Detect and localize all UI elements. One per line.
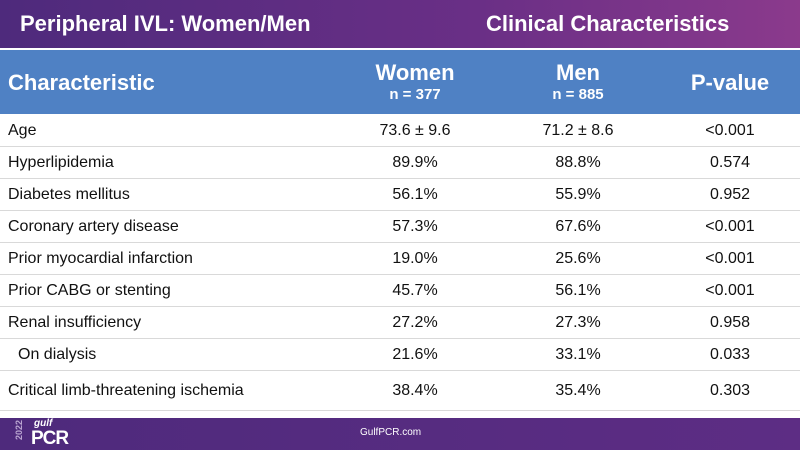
cell-value: <0.001	[705, 121, 755, 139]
row-label: Prior myocardial infarction	[8, 249, 193, 267]
table-row: Renal insufficiency 27.2% 27.3% 0.958	[0, 307, 800, 339]
row-label: Coronary artery disease	[8, 217, 179, 235]
column-header: Men n = 885	[498, 60, 658, 103]
row-label: Hyperlipidemia	[8, 153, 114, 171]
column-label: P-value	[690, 70, 770, 95]
cell-value: 27.3%	[555, 313, 601, 331]
table-row: Prior myocardial infarction 19.0% 25.6% <0.…	[0, 243, 800, 275]
row-label: Age	[8, 121, 37, 139]
table-row: Prior CABG or stenting 45.7% 56.1% <0.001	[0, 275, 800, 307]
cell-value: 56.1%	[392, 185, 438, 203]
cell-value: 25.6%	[555, 249, 601, 267]
cell-value: 38.4%	[392, 381, 438, 399]
cell-value: 19.0%	[392, 249, 438, 267]
logo-brand: gulf	[34, 418, 53, 429]
table-header: Characteristic Women n = 377 Men n = 885 P-va…	[0, 50, 800, 114]
cell-value: <0.001	[705, 249, 755, 267]
row-label: Diabetes mellitus	[8, 185, 130, 203]
column-n: n = 377	[389, 86, 441, 103]
cell-value: 67.6%	[555, 217, 601, 235]
footer-url: GulfPCR.com	[360, 427, 422, 438]
slide-subtitle: Clinical Characteristics	[486, 11, 730, 36]
slide-title: Peripheral IVL: Women/Men	[20, 11, 311, 36]
cell-value: 73.6 ± 9.6	[379, 121, 451, 139]
title-bar: Peripheral IVL: Women/Men Clinical Chara…	[0, 0, 800, 48]
cell-value: 35.4%	[555, 381, 601, 399]
cell-value: 89.9%	[392, 153, 438, 171]
column-label: Characteristic	[8, 70, 155, 95]
row-label: On dialysis	[18, 345, 97, 363]
column-header: Characteristic	[8, 70, 155, 96]
table-row: Critical limb-threatening ischemia 38.4% 3…	[0, 371, 800, 411]
cell-value: 45.7%	[392, 281, 438, 299]
cell-value: <0.001	[705, 281, 755, 299]
cell-value: <0.001	[705, 217, 755, 235]
table-row: Age 73.6 ± 9.6 71.2 ± 8.6 <0.001	[0, 115, 800, 147]
cell-value: 27.2%	[392, 313, 438, 331]
cell-value: 0.303	[709, 381, 751, 399]
column-header: P-value	[650, 70, 800, 96]
cell-value: 57.3%	[392, 217, 438, 235]
cell-value: 0.958	[709, 313, 751, 331]
cell-value: 33.1%	[555, 345, 601, 363]
column-n: n = 885	[552, 86, 604, 103]
cell-value: 0.952	[709, 185, 751, 203]
column-label: Women	[375, 60, 455, 85]
table-row: Coronary artery disease 57.3% 67.6% <0.001	[0, 211, 800, 243]
cell-value: 0.574	[709, 153, 751, 171]
column-label: Men	[556, 60, 600, 85]
logo-name: PCR	[31, 428, 69, 449]
cell-value: 88.8%	[555, 153, 601, 171]
row-label: Critical limb-threatening ischemia	[8, 381, 244, 399]
column-header: Women n = 377	[335, 60, 495, 103]
table-row: Hyperlipidemia 89.9% 88.8% 0.574	[0, 147, 800, 179]
cell-value: 0.033	[709, 345, 751, 363]
footer-bar: 2022 gulf PCR GulfPCR.com	[0, 418, 800, 450]
cell-value: 21.6%	[392, 345, 438, 363]
cell-value: 55.9%	[555, 185, 601, 203]
row-label: Prior CABG or stenting	[8, 281, 171, 299]
table-row: On dialysis 21.6% 33.1% 0.033	[0, 339, 800, 371]
cell-value: 71.2 ± 8.6	[542, 121, 614, 139]
table-row: Diabetes mellitus 56.1% 55.9% 0.952	[0, 179, 800, 211]
logo-year: 2022	[14, 419, 24, 440]
cell-value: 56.1%	[555, 281, 601, 299]
row-label: Renal insufficiency	[8, 313, 142, 331]
